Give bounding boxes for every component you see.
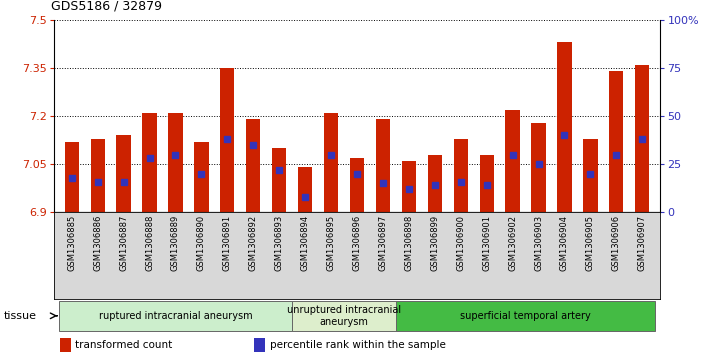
- Bar: [272, 148, 286, 212]
- Text: GSM1306907: GSM1306907: [638, 215, 647, 271]
- Bar: [194, 142, 208, 212]
- Text: GSM1306899: GSM1306899: [431, 215, 439, 271]
- Text: GSM1306897: GSM1306897: [378, 215, 388, 271]
- Text: GSM1306896: GSM1306896: [353, 215, 361, 271]
- Text: GSM1306893: GSM1306893: [275, 215, 283, 271]
- Text: GSM1306900: GSM1306900: [456, 215, 466, 271]
- Bar: [64, 142, 79, 212]
- Bar: [60, 338, 71, 352]
- Text: GSM1306894: GSM1306894: [301, 215, 310, 271]
- Bar: [402, 161, 416, 212]
- Bar: [396, 301, 655, 330]
- Bar: [453, 139, 468, 212]
- Text: GSM1306886: GSM1306886: [93, 215, 102, 272]
- Text: GSM1306901: GSM1306901: [482, 215, 491, 271]
- Text: GSM1306904: GSM1306904: [560, 215, 569, 271]
- Text: percentile rank within the sample: percentile rank within the sample: [270, 340, 446, 350]
- Text: ruptured intracranial aneurysm: ruptured intracranial aneurysm: [99, 311, 252, 321]
- Bar: [116, 135, 131, 212]
- Bar: [480, 155, 494, 212]
- Text: superficial temporal artery: superficial temporal artery: [461, 311, 591, 321]
- Bar: [142, 113, 156, 212]
- Bar: [558, 42, 572, 212]
- Text: GSM1306890: GSM1306890: [197, 215, 206, 271]
- Text: GSM1306892: GSM1306892: [248, 215, 258, 271]
- Bar: [324, 113, 338, 212]
- Bar: [298, 167, 312, 212]
- Bar: [531, 123, 545, 212]
- Bar: [220, 68, 234, 212]
- Text: GSM1306906: GSM1306906: [612, 215, 621, 271]
- Text: transformed count: transformed count: [76, 340, 173, 350]
- Text: GSM1306891: GSM1306891: [223, 215, 232, 271]
- Text: unruptured intracranial
aneurysm: unruptured intracranial aneurysm: [287, 305, 401, 327]
- Bar: [59, 301, 292, 330]
- Bar: [506, 110, 520, 212]
- Text: GSM1306905: GSM1306905: [586, 215, 595, 271]
- Bar: [583, 139, 598, 212]
- Bar: [376, 119, 390, 212]
- Text: GSM1306902: GSM1306902: [508, 215, 517, 271]
- Bar: [635, 65, 650, 212]
- Bar: [246, 119, 261, 212]
- Text: GSM1306885: GSM1306885: [67, 215, 76, 271]
- Bar: [428, 155, 442, 212]
- Text: tissue: tissue: [4, 311, 36, 321]
- Bar: [292, 301, 396, 330]
- Text: GSM1306887: GSM1306887: [119, 215, 128, 272]
- Text: GSM1306903: GSM1306903: [534, 215, 543, 271]
- Bar: [254, 338, 265, 352]
- Bar: [350, 158, 364, 212]
- Bar: [169, 113, 183, 212]
- Text: GSM1306889: GSM1306889: [171, 215, 180, 271]
- Text: GSM1306888: GSM1306888: [145, 215, 154, 272]
- Text: GDS5186 / 32879: GDS5186 / 32879: [51, 0, 161, 12]
- Text: GSM1306895: GSM1306895: [326, 215, 336, 271]
- Bar: [609, 71, 623, 212]
- Text: GSM1306898: GSM1306898: [404, 215, 413, 271]
- Bar: [91, 139, 105, 212]
